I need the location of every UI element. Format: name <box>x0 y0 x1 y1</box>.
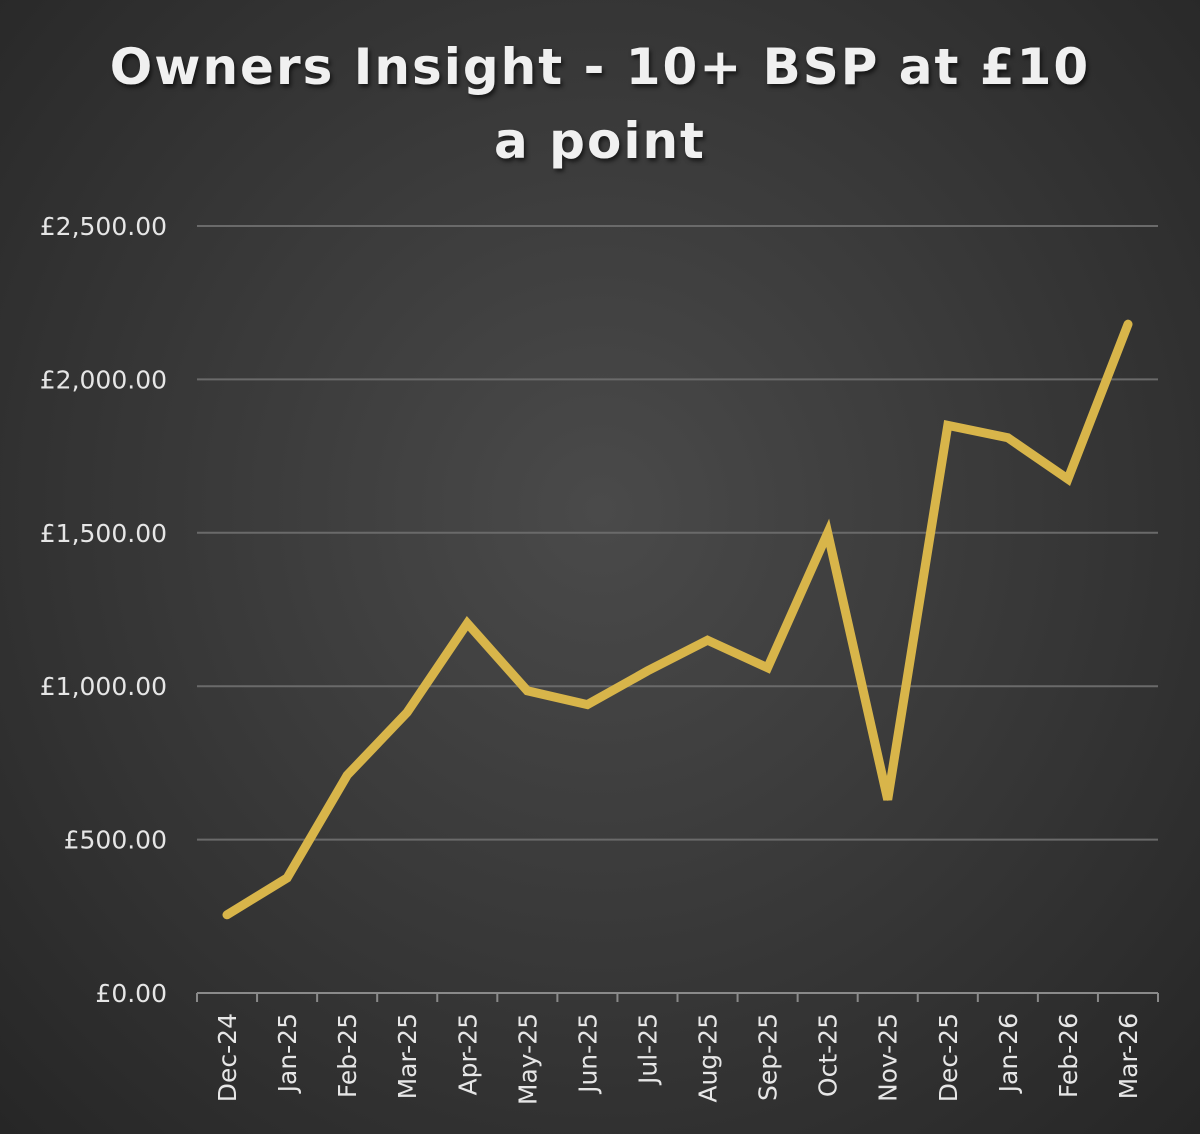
chart-title-line-1: Owners Insight - 10+ BSP at £10 <box>109 38 1091 96</box>
y-tick-label: £2,500.00 <box>40 212 167 241</box>
y-axis-tick-labels: £0.00 £500.00 £1,000.00 £1,500.00 £2,000.00 £… <box>40 212 167 1008</box>
y-tick-label: £2,000.00 <box>40 365 167 394</box>
y-tick-label: £0.00 <box>95 979 167 1008</box>
x-tick-label: Dec-24 <box>213 1013 242 1102</box>
chart-title: Owners Insight - 10+ BSP at £10 a point <box>0 30 1200 178</box>
series-line <box>222 319 1133 920</box>
x-tick-label: Jul-25 <box>633 1013 662 1086</box>
data-point <box>706 639 709 642</box>
data-point <box>526 689 529 692</box>
data-point <box>826 531 829 534</box>
x-tick-label: May-25 <box>513 1013 542 1105</box>
data-point <box>1066 478 1069 481</box>
data-point <box>466 622 469 625</box>
chart-title-line-2: a point <box>494 112 706 170</box>
series-layer <box>222 319 1133 920</box>
data-point <box>886 798 889 801</box>
x-axis <box>196 992 1159 1002</box>
y-tick-label: £500.00 <box>64 826 167 855</box>
data-point <box>346 774 349 777</box>
data-point <box>1126 323 1129 326</box>
x-tick-label: Feb-26 <box>1054 1013 1083 1098</box>
data-point <box>286 876 289 879</box>
data-point <box>646 669 649 672</box>
data-point <box>586 703 589 706</box>
x-tick-label: Nov-25 <box>874 1013 903 1102</box>
x-tick-label: Feb-25 <box>333 1013 362 1098</box>
x-tick-label: Mar-25 <box>393 1013 422 1099</box>
y-tick-label: £1,500.00 <box>40 519 167 548</box>
x-tick-label: Jun-25 <box>573 1013 602 1095</box>
data-point <box>1006 436 1009 439</box>
data-point <box>226 913 229 916</box>
x-tick-label: Mar-26 <box>1114 1013 1143 1099</box>
x-tick-label: Dec-25 <box>934 1013 963 1102</box>
x-axis-tick-labels: Dec-24 Jan-25 Feb-25 Mar-25 Apr-25 May-25 Jun-… <box>213 1013 1143 1105</box>
x-tick-label: Oct-25 <box>814 1013 843 1097</box>
x-tick-label: Aug-25 <box>694 1013 723 1103</box>
x-tick-label: Apr-25 <box>453 1013 482 1095</box>
gridlines <box>197 225 1158 841</box>
data-point <box>406 711 409 714</box>
x-tick-label: Sep-25 <box>754 1013 783 1101</box>
data-point <box>766 666 769 669</box>
x-tick-label: Jan-25 <box>273 1013 302 1094</box>
y-tick-label: £1,000.00 <box>40 672 167 701</box>
x-tick-label: Jan-26 <box>994 1013 1023 1094</box>
data-point <box>946 424 949 427</box>
